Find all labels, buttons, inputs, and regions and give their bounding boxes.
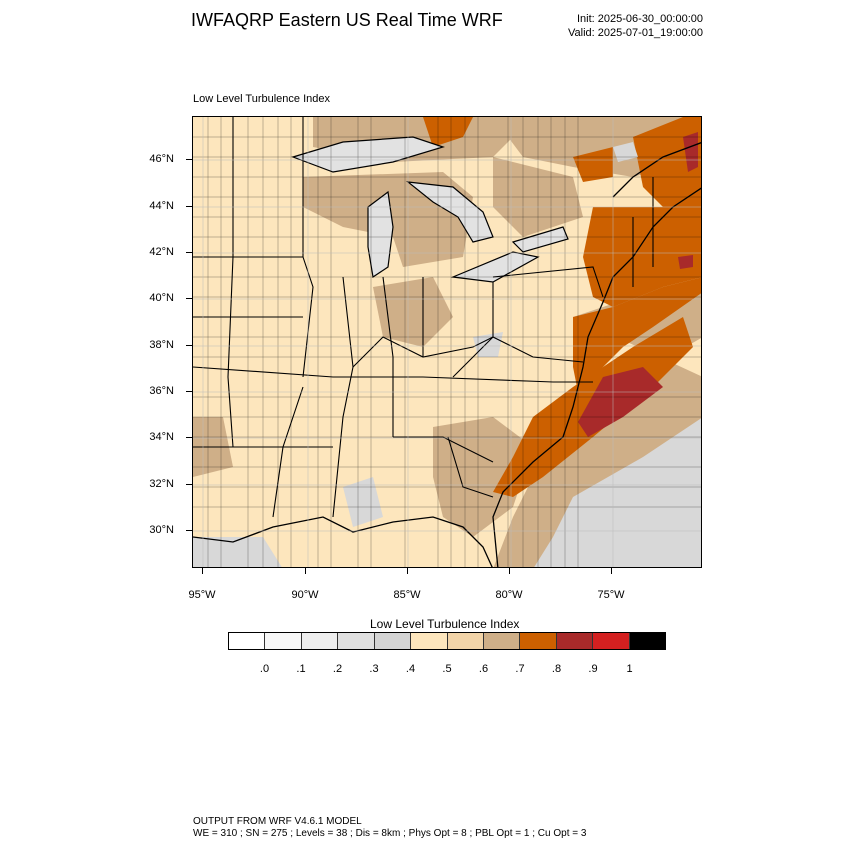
lon-tick [305, 568, 306, 574]
colorbar-cell [301, 633, 339, 649]
lon-tick [611, 568, 612, 574]
colorbar-label: .3 [369, 663, 379, 675]
colorbar-cell [411, 633, 448, 649]
init-time: Init: 2025-06-30_00:00:00 [577, 13, 703, 25]
map-frame [192, 116, 702, 568]
valid-time: Valid: 2025-07-01_19:00:00 [568, 27, 703, 39]
lat-label: 46°N [149, 153, 174, 165]
colorbar-label: .4 [405, 663, 416, 675]
colorbar-title: Low Level Turbulence Index [370, 617, 520, 631]
lat-tick [186, 345, 192, 346]
lat-tick [186, 206, 192, 207]
colorbar-label: .7 [515, 663, 525, 675]
lat-tick [186, 484, 192, 485]
lat-tick [186, 437, 192, 438]
lat-tick [186, 159, 192, 160]
lon-label: 90°W [291, 589, 319, 601]
lon-tick [202, 568, 203, 574]
colorbar-label: 1 [626, 663, 633, 675]
lon-label: 85°W [393, 589, 421, 601]
colorbar-cell [593, 633, 630, 649]
colorbar-cell [520, 633, 557, 649]
lat-label: 44°N [149, 200, 174, 212]
lat-tick [186, 391, 192, 392]
lat-label: 32°N [149, 478, 174, 490]
colorbar-label: .1 [296, 663, 306, 675]
lat-tick [186, 530, 192, 531]
graticule [193, 117, 701, 567]
plot-title: Low Level Turbulence Index [193, 93, 330, 105]
colorbar-label: .2 [332, 663, 343, 675]
main-title: IWFAQRP Eastern US Real Time WRF [191, 10, 503, 30]
lat-label: 40°N [149, 292, 174, 304]
county-boundaries [193, 117, 701, 567]
colorbar-cell [447, 633, 484, 649]
lon-tick [407, 568, 408, 574]
colorbar-label: .9 [588, 663, 598, 675]
lon-label: 80°W [495, 589, 523, 601]
colorbar-label: .0 [259, 663, 270, 675]
colorbar-cell [556, 633, 594, 649]
colorbar-cell [629, 633, 666, 649]
colorbar-label: .5 [442, 663, 452, 675]
footer-config-line: WE = 310 ; SN = 275 ; Levels = 38 ; Dis … [193, 828, 587, 839]
lat-label: 38°N [149, 339, 174, 351]
colorbar-label: .6 [478, 663, 489, 675]
colorbar-cell [265, 633, 302, 649]
gray-zones [193, 142, 701, 567]
lon-tick [509, 568, 510, 574]
footer-model-line: OUTPUT FROM WRF V4.6.1 MODEL [193, 816, 362, 827]
lat-tick [186, 252, 192, 253]
lat-tick [186, 298, 192, 299]
lat-label: 30°N [149, 524, 174, 536]
colorbar-cell [229, 633, 266, 649]
lat-label: 36°N [149, 385, 174, 397]
colorbar-cell [483, 633, 521, 649]
colorbar-label: .8 [551, 663, 562, 675]
lat-label: 34°N [149, 431, 174, 443]
turbulence-map [193, 117, 701, 567]
lon-label: 95°W [188, 589, 216, 601]
colorbar-cell [338, 633, 375, 649]
colorbar [228, 632, 666, 650]
colorbar-cell [374, 633, 412, 649]
high-turbulence-zones [578, 132, 698, 437]
lat-label: 42°N [149, 246, 174, 258]
moderate-turbulence-zones [423, 117, 701, 497]
lon-label: 75°W [597, 589, 625, 601]
